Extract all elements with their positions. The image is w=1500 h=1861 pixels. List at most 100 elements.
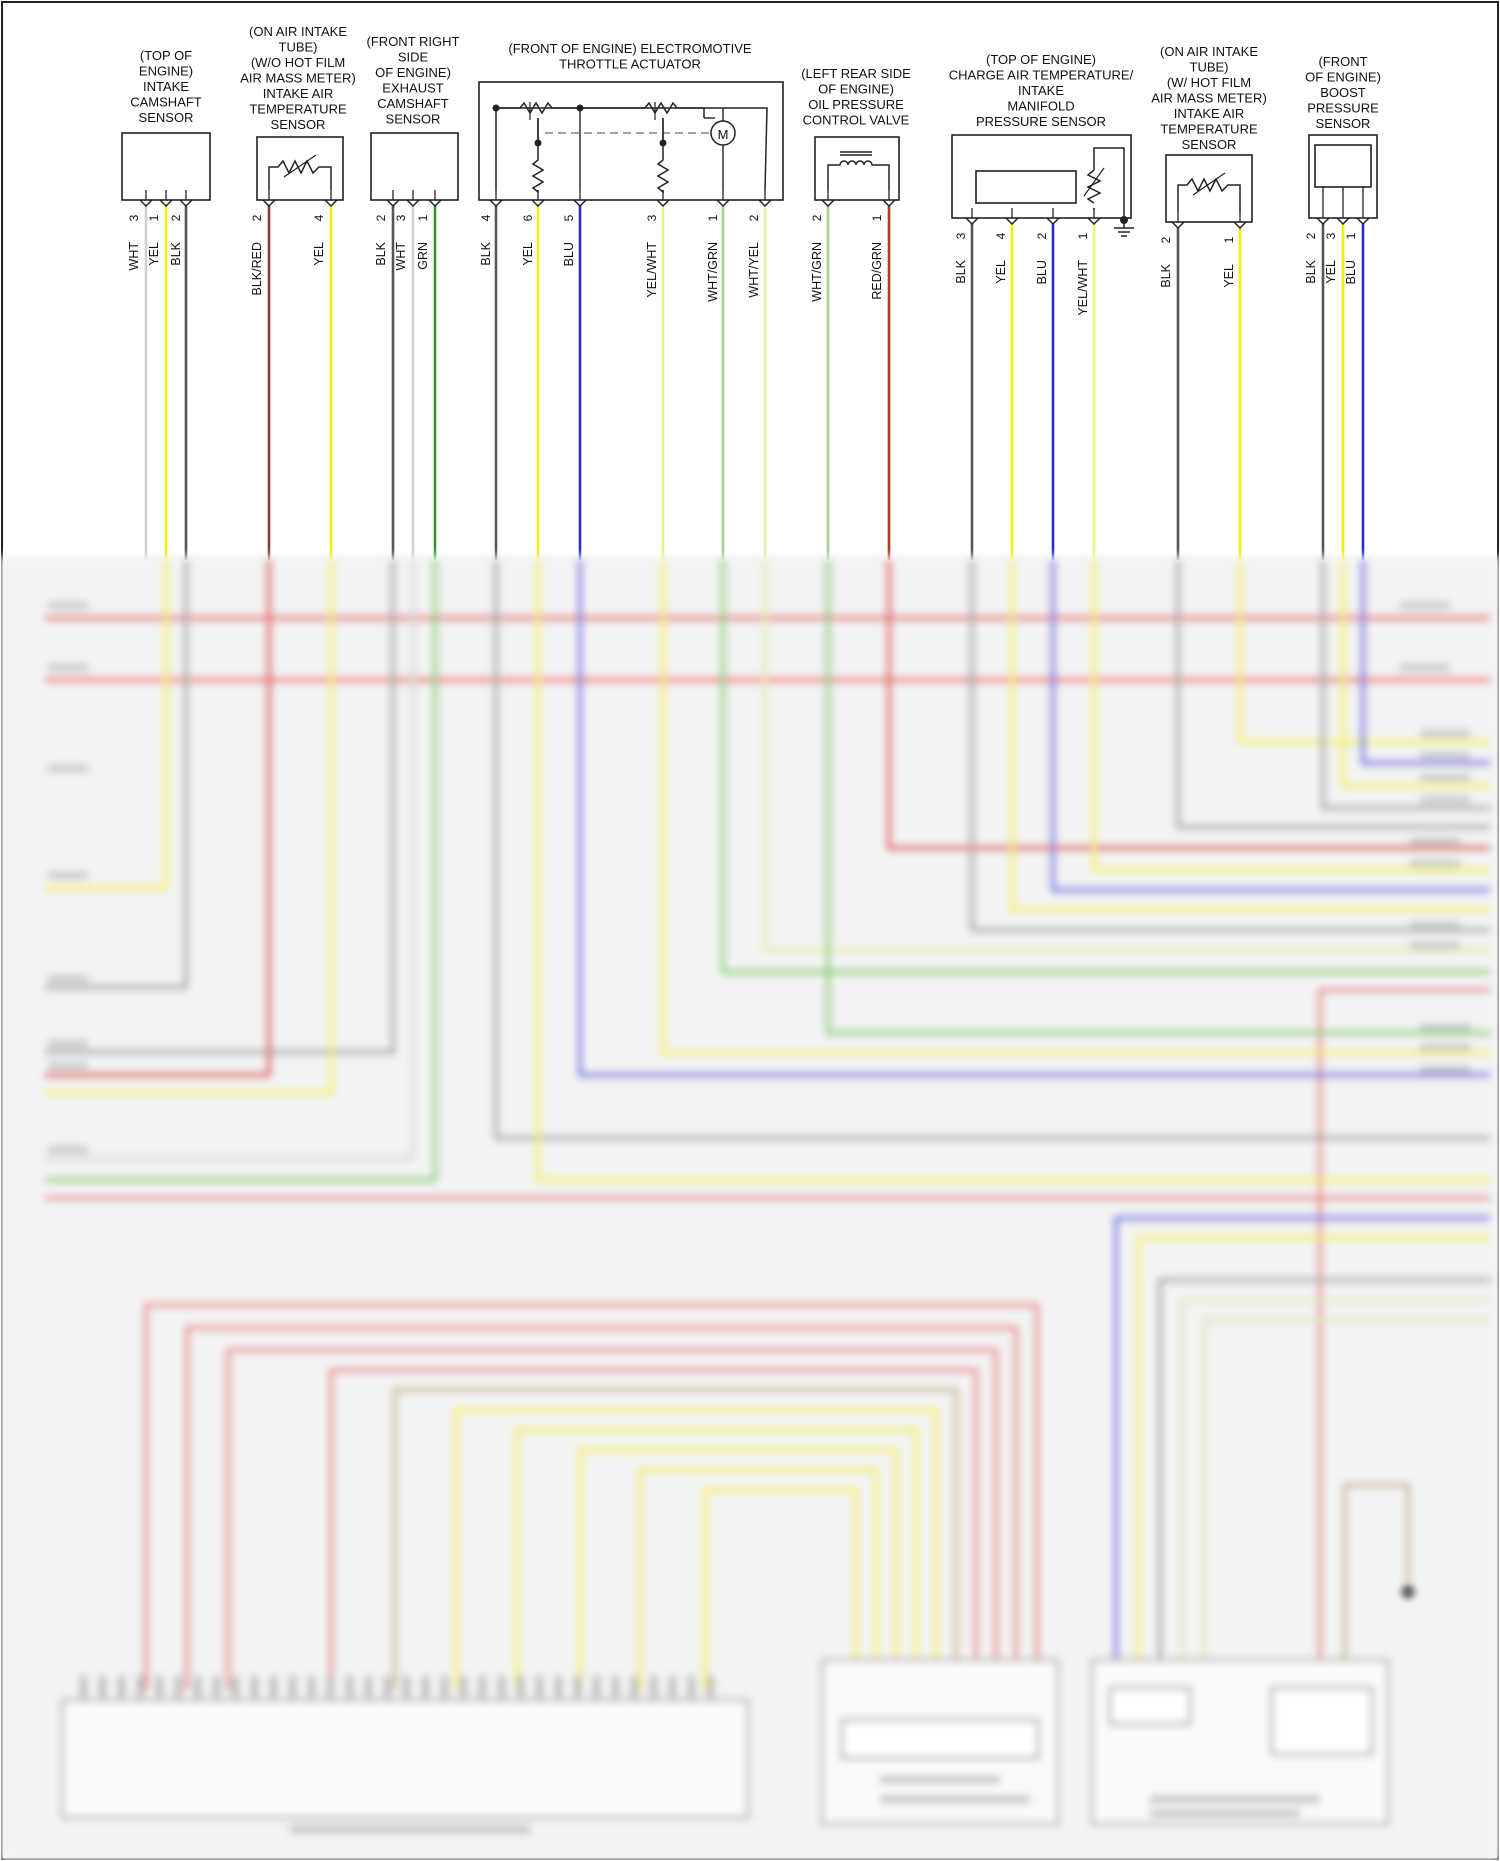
blurred-pin-row: [346, 1676, 353, 1698]
intake-camshaft-sensor-title-line: SENSOR: [139, 110, 194, 125]
blurred-wire: [1361, 560, 1490, 765]
exhaust-camshaft-sensor-pin-terminal: [428, 199, 442, 208]
blurred-label: [1410, 942, 1460, 949]
intake-air-temp-sensor-w-hfm-pin-number: 1: [1222, 236, 1236, 243]
charge-air-temp-manifold-pressure-sensor-pin-number: 4: [994, 232, 1008, 239]
boost-pressure-sensor-title-line: SENSOR: [1316, 116, 1371, 131]
intake-camshaft-sensor-pin-number: 3: [127, 214, 141, 221]
intake-air-temp-sensor-wo-hfm-pin-number: 4: [312, 214, 326, 221]
oil-pressure-control-valve-pin-number: 2: [810, 214, 824, 221]
blurred-label: [48, 664, 88, 671]
intake-air-temp-sensor-w-hfm-title-line: (ON AIR INTAKE: [1160, 44, 1258, 59]
blurred-label: [48, 602, 88, 609]
intake-air-temp-sensor-w-hfm-pin-terminal: [1171, 221, 1185, 230]
boost-pressure-sensor-pin-terminal: [1316, 217, 1330, 226]
boost-pressure-sensor-pin-number: 2: [1304, 232, 1318, 239]
electromotive-throttle-actuator-pin-terminal: [758, 199, 772, 208]
charge-air-temp-manifold-pressure-sensor-title-line: (TOP OF ENGINE): [986, 52, 1096, 67]
blurred-pin-row: [555, 1676, 562, 1698]
intake-air-temp-sensor-w-hfm-title-line: TEMPERATURE: [1160, 122, 1258, 137]
intake-air-temp-sensor-wo-hfm-title-line: TEMPERATURE: [249, 102, 347, 117]
blurred-wire: [1343, 1483, 1410, 1660]
electromotive-throttle-actuator-body: [478, 81, 784, 201]
blurred-wire: [45, 560, 415, 1160]
blurred-wire: [1158, 1278, 1490, 1660]
blurred-module-part: [1271, 1687, 1373, 1755]
electromotive-throttle-actuator-title-line: (FRONT OF ENGINE) ELECTROMOTIVE: [508, 41, 751, 56]
blurred-pin-row: [593, 1676, 600, 1698]
exhaust-camshaft-sensor-title-line: EXHAUST: [382, 81, 443, 96]
blurred-pin-row: [251, 1676, 258, 1698]
oil-pressure-control-valve-pin-terminal: [882, 199, 896, 208]
blurred-wire: [45, 560, 333, 1095]
charge-air-temp-manifold-pressure-sensor-title-line: PRESSURE SENSOR: [976, 114, 1106, 129]
exhaust-camshaft-sensor-pin-number: 2: [374, 214, 388, 221]
intake-camshaft-sensor-pin-number: 2: [169, 214, 183, 221]
blurred-label: [1400, 602, 1450, 609]
thermistor-icon: [1086, 147, 1125, 220]
boost-pressure-sensor-wire-label: BLK: [1304, 259, 1318, 283]
boost-pressure-sensor-pin-terminal: [1336, 217, 1350, 226]
intake-air-temp-sensor-wo-hfm-title-line: SENSOR: [271, 117, 326, 132]
exhaust-camshaft-sensor-pin-terminal: [386, 199, 400, 208]
blurred-label: [1410, 860, 1460, 867]
blurred-wire: [45, 560, 188, 989]
blurred-pin-row: [99, 1676, 106, 1698]
electromotive-throttle-actuator-wire-label: YEL: [521, 242, 535, 266]
blurred-pin-row: [707, 1676, 714, 1698]
blurred-wire: [1136, 1236, 1490, 1660]
blurred-wire: [661, 560, 1490, 1055]
boost-pressure-sensor-title-line: PRESSURE: [1307, 101, 1379, 116]
exhaust-camshaft-sensor-title-line: OF ENGINE): [375, 65, 451, 80]
blurred-pin-row: [441, 1676, 448, 1698]
lower-schematic-blurred: [0, 556, 1500, 1861]
potentiometer-icon: [644, 101, 705, 118]
blurred-wire: [144, 1303, 1039, 1690]
blurred-wire: [1180, 1298, 1490, 1660]
charge-air-temp-manifold-pressure-sensor-title-line: INTAKE: [1018, 83, 1064, 98]
intake-camshaft-sensor-pin-terminal: [159, 199, 173, 208]
exhaust-camshaft-sensor-pin-number: 1: [416, 214, 430, 221]
electromotive-throttle-actuator-wire-label: YEL/WHT: [645, 242, 659, 298]
blurred-wire: [393, 1388, 958, 1690]
blurred-label: [48, 1062, 88, 1069]
thermistor-slash-icon: [1192, 172, 1226, 196]
blurred-label: [1410, 922, 1460, 929]
intake-air-temp-sensor-wo-hfm-title-line: (ON AIR INTAKE: [249, 24, 347, 39]
exhaust-camshaft-sensor-wire-label: GRN: [416, 242, 430, 270]
intake-air-temp-sensor-wo-hfm-wire-label: BLK/RED: [250, 242, 264, 296]
blurred-caption: [1150, 1810, 1300, 1817]
blurred-label: [1420, 1024, 1470, 1031]
charge-air-temp-manifold-pressure-sensor-pin-terminal: [965, 217, 979, 226]
blurred-pin-row: [270, 1676, 277, 1698]
charge-air-temp-manifold-pressure-sensor-wire-label: BLU: [1035, 260, 1049, 284]
motor-label: M: [718, 127, 729, 142]
blurred-wire: [763, 560, 1490, 952]
blurred-wire: [45, 560, 437, 1182]
boost-pressure-sensor-pin-number: 1: [1344, 232, 1358, 239]
boost-pressure-sensor-title-line: BOOST: [1320, 85, 1366, 100]
intake-air-temp-sensor-wo-hfm-pin-terminal: [262, 199, 276, 208]
charge-air-temp-manifold-pressure-sensor-pin-number: 1: [1076, 232, 1090, 239]
intake-camshaft-sensor-wire-label: WHT: [127, 242, 141, 271]
blurred-pin-row: [80, 1676, 87, 1698]
electromotive-throttle-actuator: (FRONT OF ENGINE) ELECTROMOTIVETHROTTLE …: [478, 41, 784, 560]
sensor-element-icon: [1314, 144, 1372, 188]
blurred-pin-row: [479, 1676, 486, 1698]
intake-camshaft-sensor-pin-terminal: [179, 199, 193, 208]
intake-air-temp-sensor-w-hfm-pin-number: 2: [1159, 236, 1173, 243]
blurred-pin-row: [137, 1676, 144, 1698]
blurred-wire: [45, 560, 395, 1054]
charge-air-temp-manifold-pressure-sensor-pin-terminal: [1087, 217, 1101, 226]
intake-air-temp-sensor-w-hfm-title-line: SENSOR: [1182, 137, 1237, 152]
blurred-pin-row: [536, 1676, 543, 1698]
blurred-pin-row: [574, 1676, 581, 1698]
exhaust-camshaft-sensor-pin-number: 3: [394, 214, 408, 221]
blurred-caption: [290, 1826, 530, 1833]
blurred-module-part: [1109, 1687, 1191, 1725]
intake-camshaft-sensor-title-line: (TOP OF: [140, 48, 192, 63]
